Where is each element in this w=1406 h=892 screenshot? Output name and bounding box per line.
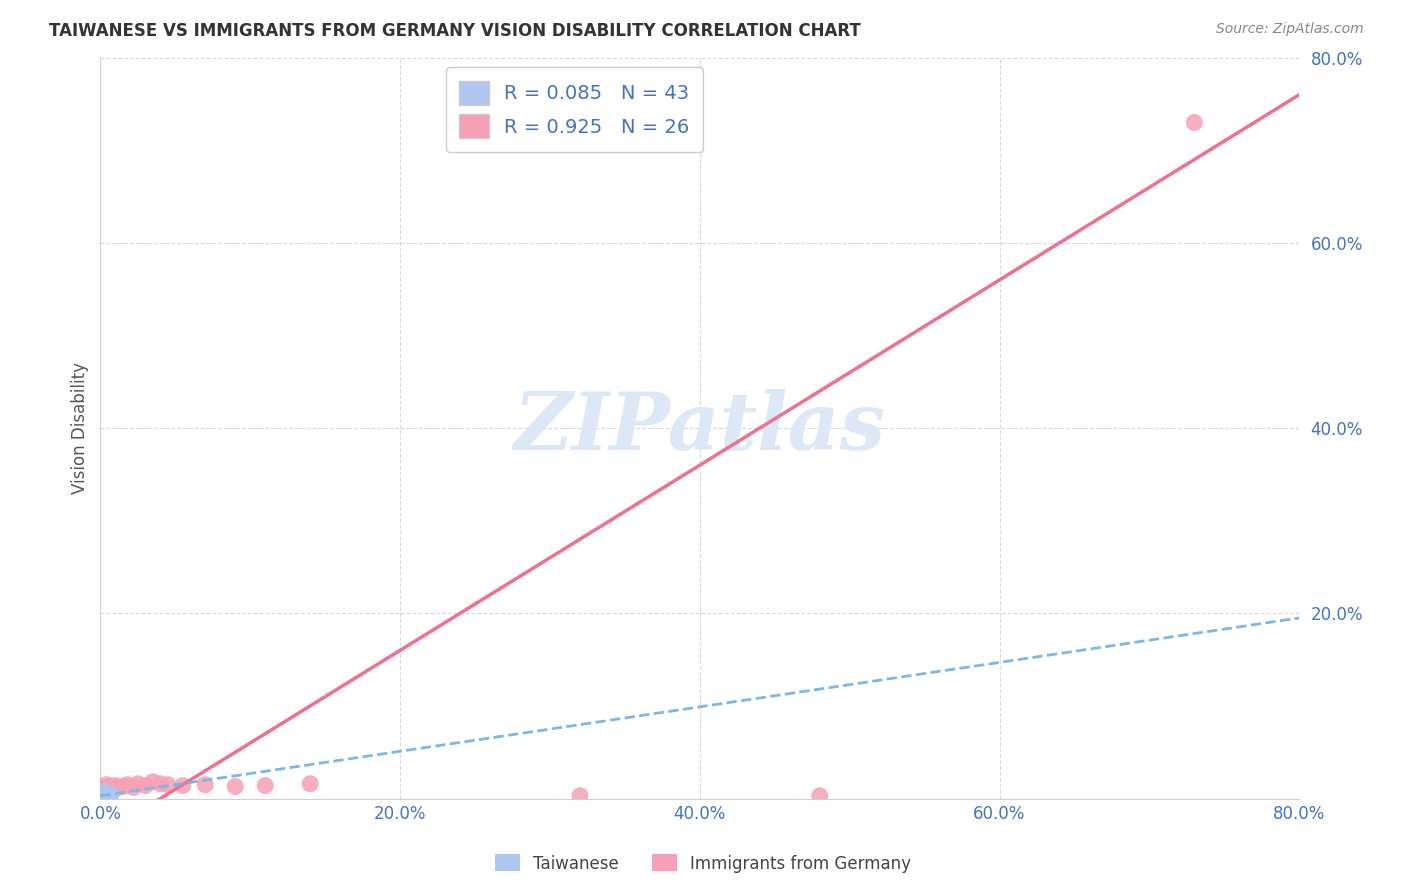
Point: [100, 787, 122, 801]
Point: [96, 787, 118, 801]
Point: [97, 788, 120, 802]
Point: [100, 789, 122, 803]
Point: [98, 788, 121, 802]
Point: [94, 787, 117, 801]
Point: [96, 786, 118, 800]
Point: [96, 788, 118, 802]
Point: [100, 789, 122, 803]
Point: [111, 780, 134, 794]
Point: [172, 779, 194, 793]
Text: ZIPatlas: ZIPatlas: [513, 389, 886, 467]
Legend: Taiwanese, Immigrants from Germany: Taiwanese, Immigrants from Germany: [488, 847, 918, 880]
Point: [97, 789, 120, 803]
Y-axis label: Vision Disability: Vision Disability: [72, 362, 89, 494]
Point: [94, 786, 117, 800]
Point: [97, 786, 120, 800]
Point: [94, 784, 117, 798]
Point: [96, 789, 118, 803]
Point: [94, 788, 117, 802]
Point: [96, 778, 118, 792]
Point: [134, 779, 156, 793]
Point: [98, 787, 121, 801]
Point: [103, 782, 125, 797]
Point: [156, 778, 179, 792]
Point: [98, 787, 121, 801]
Point: [104, 779, 127, 793]
Point: [96, 785, 118, 799]
Point: [98, 789, 121, 803]
Point: [149, 777, 172, 791]
Point: [98, 788, 121, 802]
Legend: R = 0.085   N = 43, R = 0.925   N = 26: R = 0.085 N = 43, R = 0.925 N = 26: [446, 68, 703, 152]
Text: Source: ZipAtlas.com: Source: ZipAtlas.com: [1216, 22, 1364, 37]
Point: [122, 780, 145, 795]
Point: [127, 777, 149, 791]
Point: [101, 781, 124, 796]
Point: [97, 787, 120, 801]
Point: [96, 787, 118, 801]
Point: [98, 786, 121, 800]
Point: [98, 788, 121, 802]
Point: [142, 775, 165, 789]
Point: [194, 778, 217, 792]
Point: [1182, 115, 1205, 129]
Point: [94, 783, 117, 797]
Point: [97, 788, 120, 802]
Point: [96, 786, 118, 800]
Point: [100, 788, 122, 802]
Point: [97, 786, 120, 800]
Point: [97, 787, 120, 801]
Point: [808, 789, 831, 803]
Point: [107, 780, 129, 795]
Point: [568, 789, 591, 803]
Point: [96, 787, 118, 801]
Point: [101, 787, 124, 801]
Point: [93, 780, 115, 795]
Point: [93, 789, 115, 803]
Point: [96, 789, 118, 803]
Point: [98, 789, 121, 803]
Point: [98, 782, 121, 797]
Point: [117, 778, 139, 792]
Text: TAIWANESE VS IMMIGRANTS FROM GERMANY VISION DISABILITY CORRELATION CHART: TAIWANESE VS IMMIGRANTS FROM GERMANY VIS…: [49, 22, 860, 40]
Point: [97, 788, 120, 802]
Point: [97, 785, 120, 799]
Point: [254, 779, 277, 793]
Point: [224, 780, 246, 794]
Point: [94, 782, 117, 797]
Point: [97, 780, 120, 795]
Point: [94, 788, 117, 802]
Point: [94, 785, 117, 799]
Point: [98, 787, 121, 801]
Point: [100, 780, 122, 794]
Point: [97, 786, 120, 800]
Point: [100, 789, 122, 803]
Point: [299, 777, 322, 791]
Point: [101, 788, 124, 802]
